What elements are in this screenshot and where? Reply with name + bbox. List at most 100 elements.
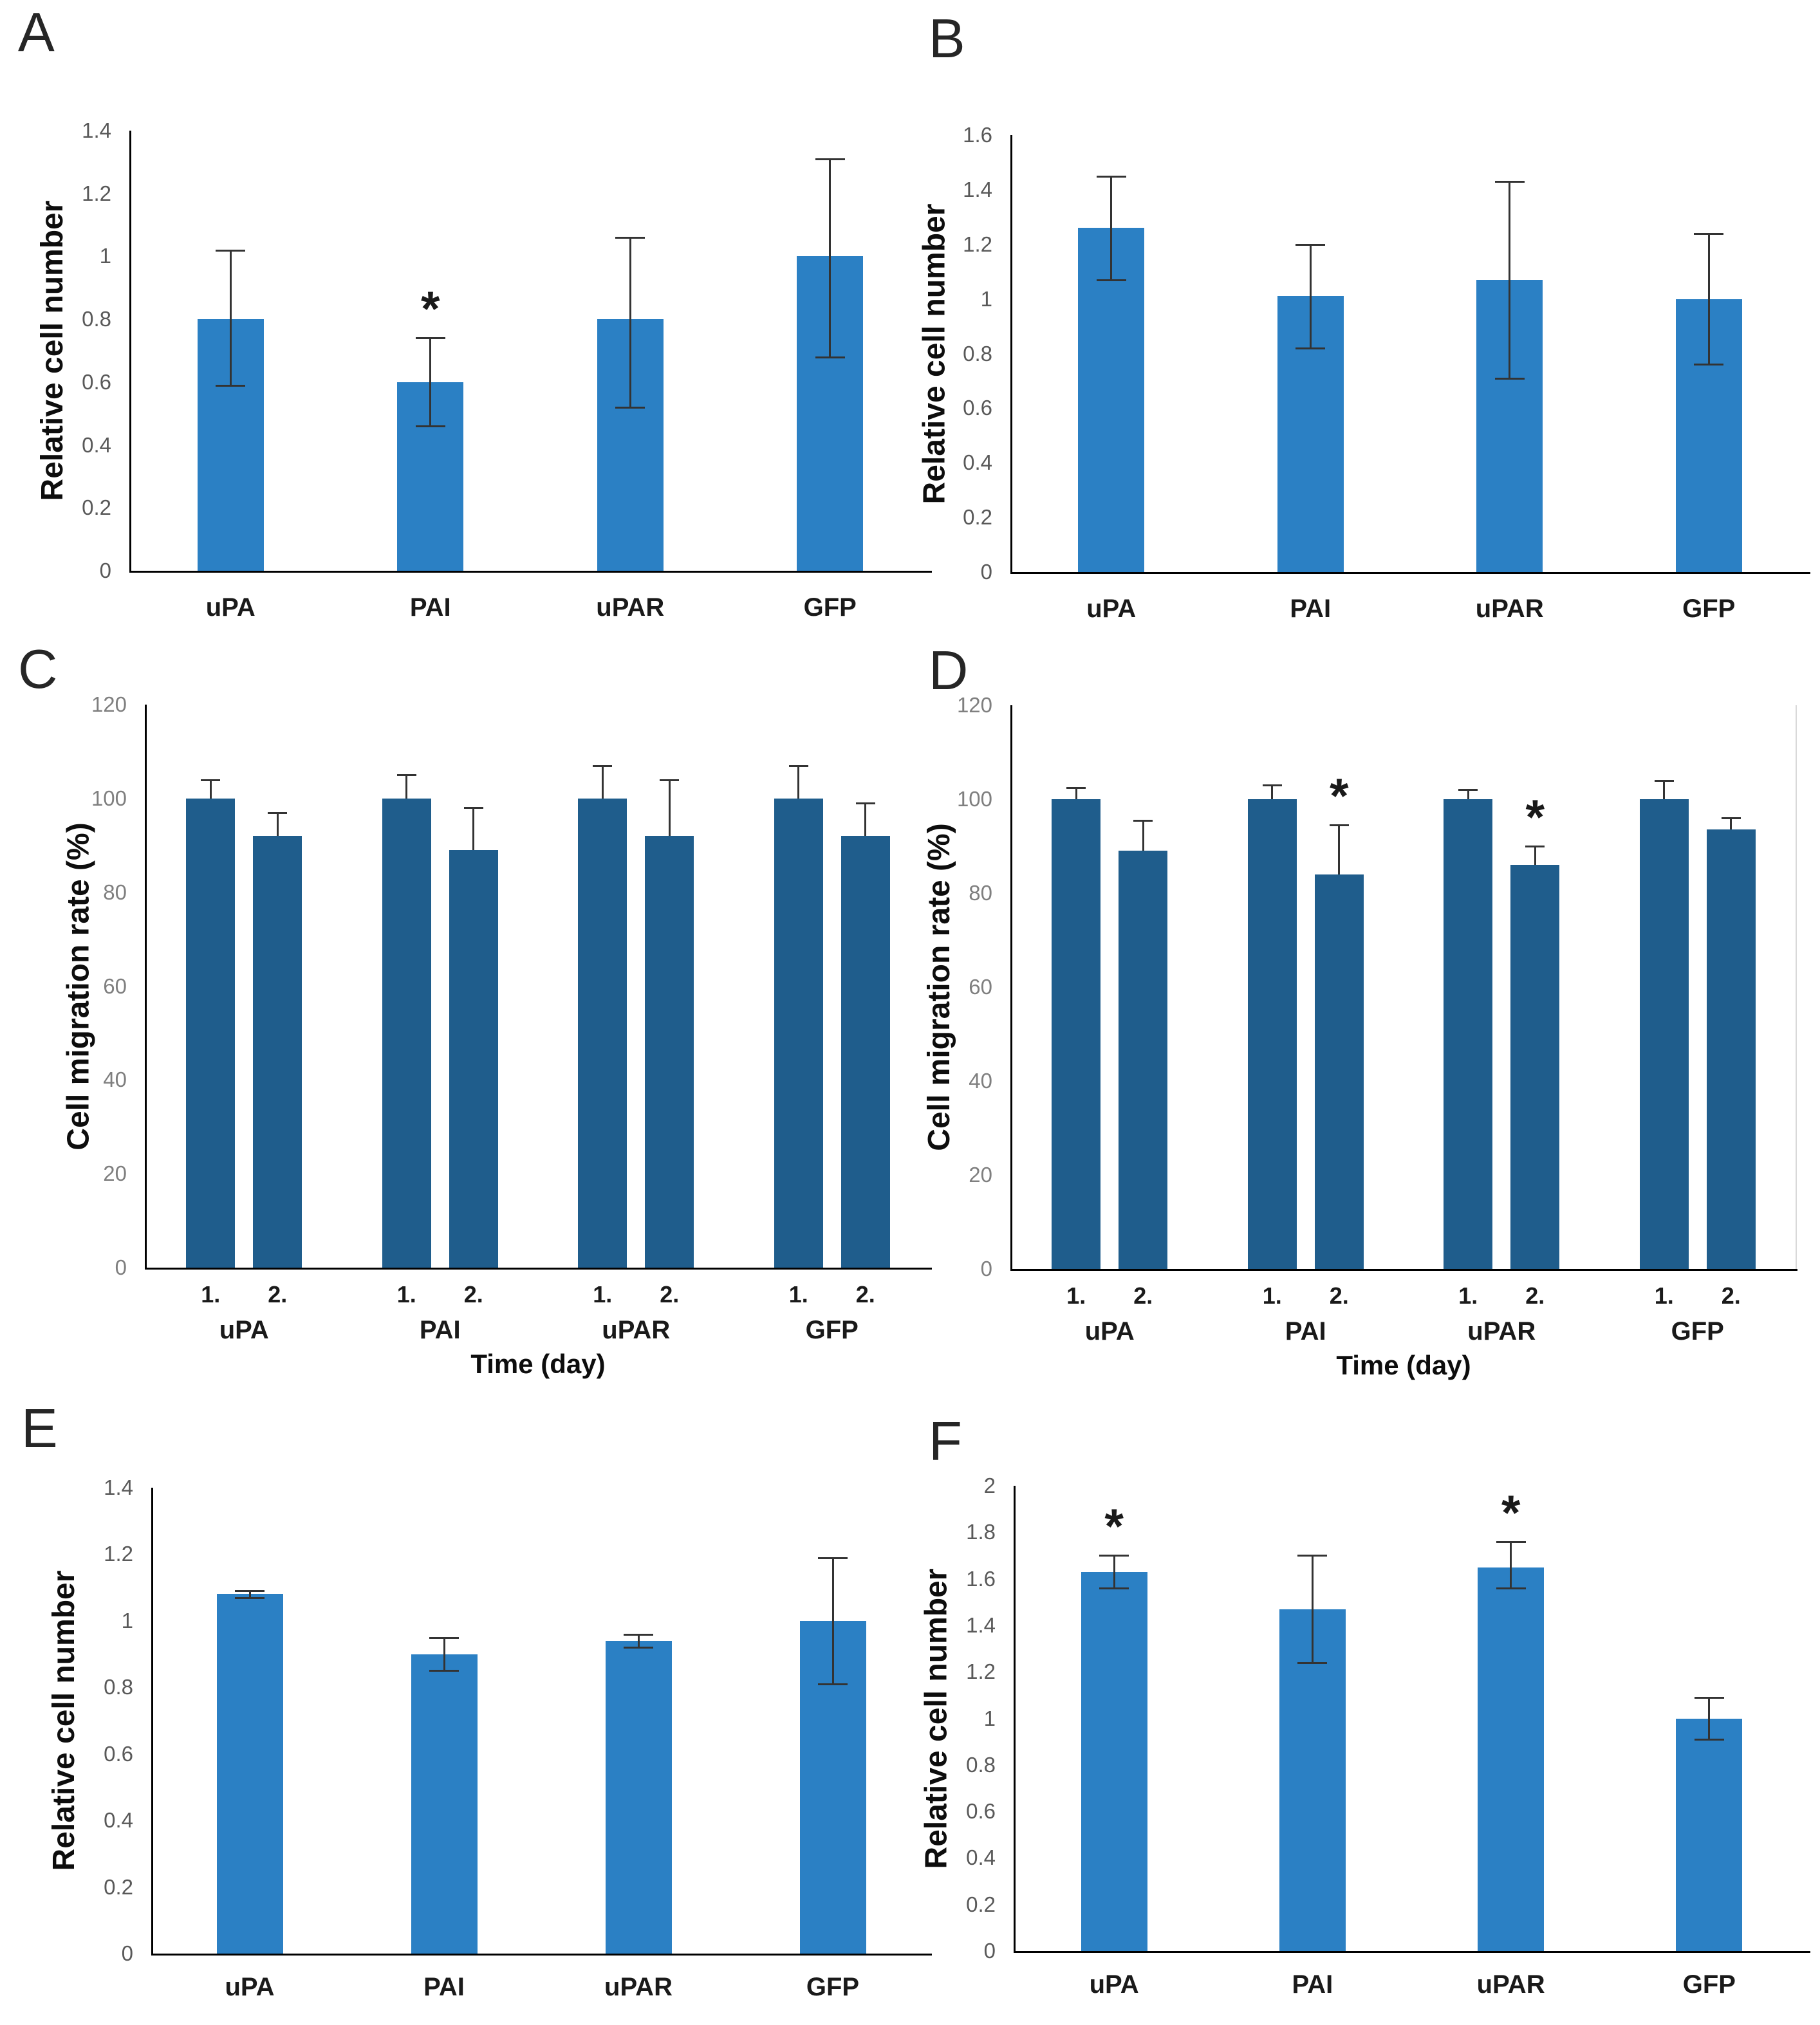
error-bar: [797, 765, 800, 799]
category-label: uPA: [225, 1973, 275, 2001]
series-tick-label: 1.: [201, 1281, 221, 1308]
error-cap: [429, 1636, 459, 1639]
bar: [1444, 799, 1493, 1269]
series-tick-label: 2.: [660, 1281, 680, 1308]
error-cap: [815, 356, 845, 358]
y-tick-label: 100: [91, 786, 127, 810]
series-tick-label: 2.: [268, 1281, 288, 1308]
y-axis-line: [151, 1488, 153, 1956]
error-bar: [1534, 846, 1536, 865]
series-tick-label: 2.: [1133, 1282, 1153, 1309]
category-label: PAI: [1292, 1970, 1333, 1999]
error-bar: [1663, 780, 1666, 799]
y-tick-label: 1: [980, 286, 992, 311]
category-label: uPA: [219, 1316, 269, 1344]
y-tick-label: 0.2: [963, 505, 992, 530]
error-bar: [209, 779, 212, 799]
category-label: uPAR: [602, 1316, 671, 1344]
y-tick-label: 0.6: [963, 396, 992, 420]
series-tick-label: 1.: [1066, 1282, 1086, 1309]
category-label: GFP: [1682, 1970, 1736, 1999]
error-cap: [1694, 1739, 1724, 1741]
bar: [1247, 799, 1297, 1269]
error-bar: [1510, 1541, 1512, 1589]
series-tick-label: 1.: [1262, 1282, 1282, 1309]
error-cap: [1329, 824, 1349, 827]
category-label: PAI: [423, 1973, 465, 2001]
error-cap: [268, 811, 288, 814]
category-label: GFP: [1682, 595, 1736, 623]
y-tick-label: 0.2: [104, 1874, 133, 1899]
bar: [1510, 865, 1560, 1269]
error-bar: [1467, 790, 1469, 799]
error-cap: [615, 406, 645, 409]
y-tick-label: 0.4: [82, 432, 111, 457]
y-tick-label: 1.4: [104, 1475, 133, 1499]
category-label: GFP: [803, 593, 857, 622]
category-label: GFP: [806, 1973, 860, 2001]
bar: [1639, 799, 1689, 1269]
bar: [840, 836, 890, 1268]
error-bar: [1338, 825, 1341, 874]
error-cap: [201, 779, 221, 781]
y-tick-label: 120: [91, 692, 127, 716]
category-label: PAI: [1290, 595, 1332, 623]
y-tick-label: 1.4: [82, 118, 111, 142]
error-bar: [629, 237, 631, 407]
category-label: PAI: [409, 593, 451, 622]
category-label: uPAR: [604, 1973, 673, 2001]
panel-label: E: [21, 1398, 58, 1459]
y-axis-line: [145, 705, 147, 1270]
error-bar: [831, 1557, 834, 1685]
error-bar: [1309, 244, 1312, 348]
category-label: uPA: [205, 593, 255, 622]
y-axis-line: [1010, 135, 1012, 574]
error-cap: [1458, 789, 1478, 791]
bar: [1478, 1567, 1545, 1951]
error-bar: [405, 775, 408, 799]
series-tick-label: 1.: [788, 1281, 808, 1308]
y-tick-label: 1.2: [104, 1542, 133, 1566]
error-cap: [624, 1633, 653, 1636]
y-tick-label: 40: [969, 1069, 992, 1093]
bar: [1314, 874, 1364, 1269]
y-tick-label: 0: [121, 1941, 133, 1965]
error-bar: [276, 812, 279, 837]
category-label: uPAR: [1467, 1317, 1536, 1345]
y-tick-label: 0: [980, 1257, 992, 1281]
error-cap: [1133, 819, 1153, 822]
error-cap: [415, 425, 445, 428]
bar: [1279, 1609, 1346, 1951]
error-cap: [1295, 243, 1326, 246]
error-bar: [443, 1637, 445, 1671]
error-bar: [1730, 818, 1732, 830]
bar: [645, 836, 694, 1268]
x-axis-line: [1010, 572, 1810, 574]
error-cap: [855, 802, 875, 805]
error-cap: [415, 337, 445, 340]
error-bar: [1075, 787, 1077, 799]
category-label: PAI: [419, 1316, 461, 1344]
error-cap: [1494, 181, 1525, 183]
x-axis-line: [1010, 1269, 1797, 1271]
error-cap: [1295, 347, 1326, 349]
error-cap: [1099, 1555, 1129, 1557]
y-tick-label: 0: [980, 560, 992, 584]
y-tick-label: 60: [969, 975, 992, 999]
error-cap: [429, 1670, 459, 1672]
error-bar: [1271, 785, 1274, 799]
y-tick-label: 0.8: [82, 307, 111, 331]
error-cap: [1525, 846, 1545, 847]
error-cap: [815, 158, 845, 160]
y-tick-label: 0: [99, 559, 111, 582]
error-bar: [1708, 1697, 1711, 1740]
bar: [1706, 829, 1756, 1269]
y-tick-label: 0.2: [966, 1892, 996, 1916]
error-cap: [1496, 1587, 1526, 1590]
panel-label: B: [929, 8, 965, 69]
error-bar: [1707, 233, 1710, 365]
significance-asterisk: *: [420, 282, 440, 337]
bar: [578, 798, 627, 1268]
error-cap: [1694, 1696, 1724, 1699]
series-tick-label: 1.: [1654, 1282, 1674, 1309]
